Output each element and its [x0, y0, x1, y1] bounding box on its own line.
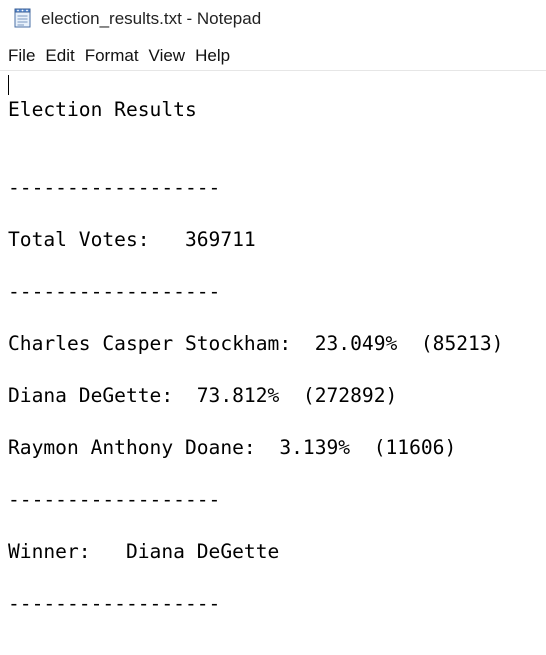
candidate-line: Raymon Anthony Doane: 3.139% (11606) — [8, 436, 457, 459]
candidate-line: Charles Casper Stockham: 23.049% (85213) — [8, 332, 504, 355]
menu-file[interactable]: File — [8, 46, 36, 65]
menu-help[interactable]: Help — [195, 46, 231, 65]
heading-line: Election Results — [8, 98, 197, 121]
window-title: election_results.txt - Notepad — [41, 9, 262, 28]
menu-edit[interactable]: Edit — [45, 46, 75, 65]
candidate-line: Diana DeGette: 73.812% (272892) — [8, 384, 398, 407]
menu-format[interactable]: Format — [84, 46, 139, 65]
menu-bar: File Edit Format View Help — [0, 42, 546, 70]
notepad-icon — [14, 8, 31, 28]
text-caret — [8, 75, 9, 95]
separator-line: ------------------ — [8, 280, 221, 303]
total-votes-line: Total Votes: 369711 — [8, 228, 256, 251]
separator-line: ------------------ — [8, 488, 221, 511]
title-bar[interactable]: election_results.txt - Notepad — [0, 0, 546, 40]
separator-line: ------------------ — [8, 176, 221, 199]
text-editor-area[interactable]: Election Results ------------------ Tota… — [0, 71, 546, 655]
menu-view[interactable]: View — [148, 46, 186, 65]
separator-line: ------------------ — [8, 592, 221, 615]
menu-divider — [0, 70, 546, 71]
winner-line: Winner: Diana DeGette — [8, 540, 280, 563]
